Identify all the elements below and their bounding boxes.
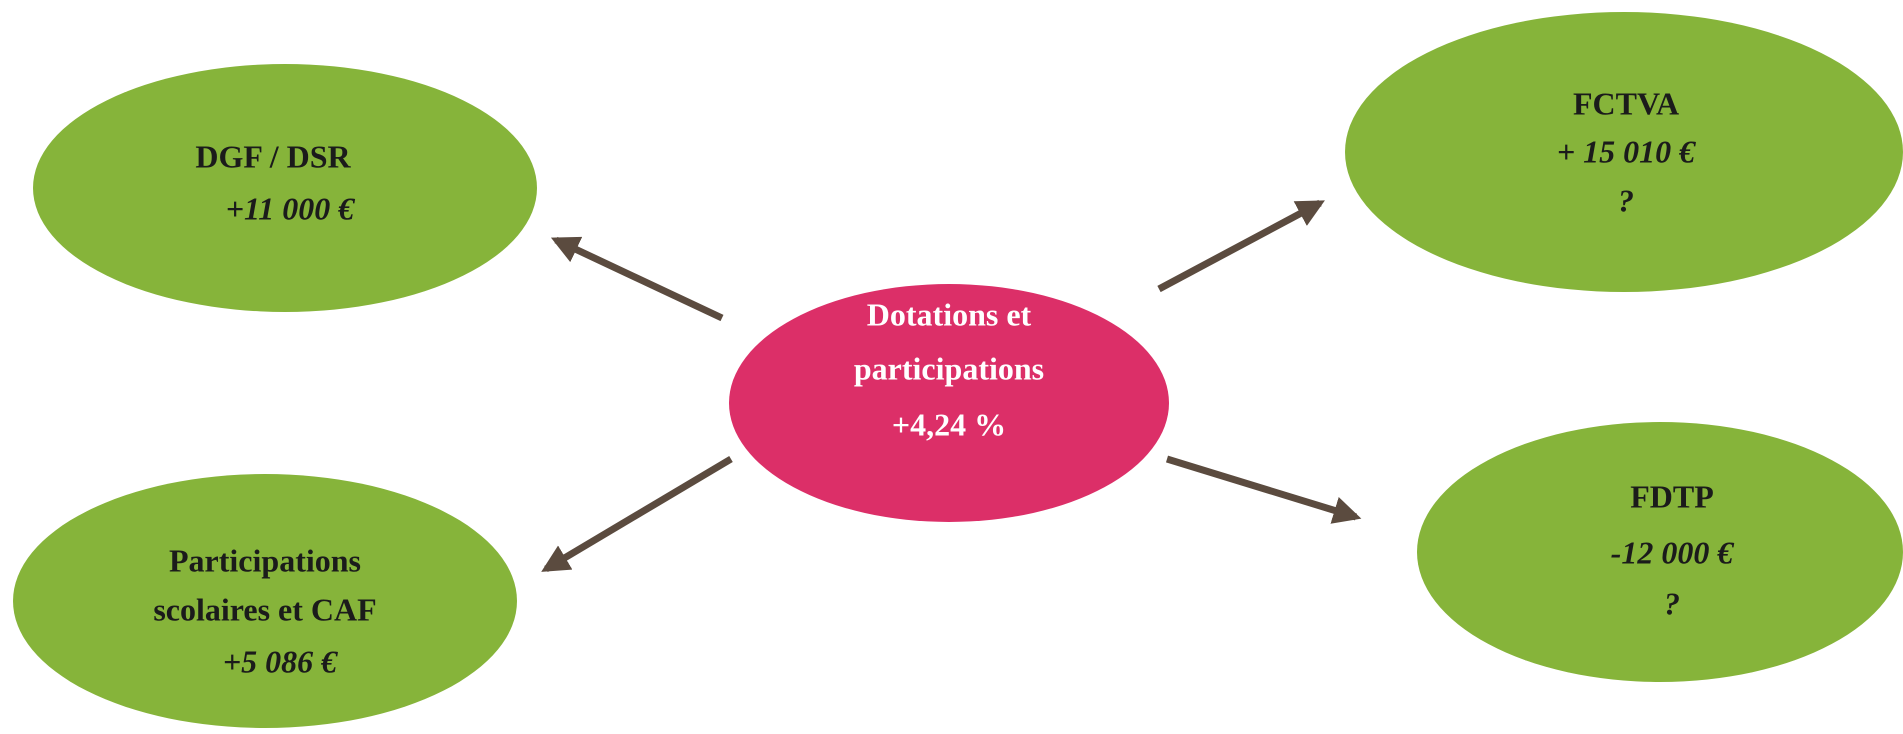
node-title: FDTP: [1630, 478, 1714, 514]
arrow: [1165, 455, 1362, 524]
node-note: ?: [1618, 182, 1634, 218]
node-note: ?: [1664, 585, 1680, 621]
arrow: [1157, 199, 1325, 293]
node-title: scolaires et CAF: [153, 591, 376, 627]
center-ellipse: [729, 284, 1169, 522]
node-title: Participations: [169, 542, 361, 578]
arrow: [541, 455, 733, 573]
node-ellipse: [33, 64, 537, 312]
node-title: FCTVA: [1573, 85, 1679, 121]
center-label: +4,24 %: [892, 406, 1006, 442]
node-value: +11 000 €: [226, 190, 355, 226]
node-title: DGF / DSR: [195, 138, 351, 174]
node-ellipse: [1345, 12, 1903, 292]
node-value: + 15 010 €: [1557, 133, 1696, 169]
center-label: Dotations et: [867, 296, 1032, 332]
node-value: -12 000 €: [1611, 534, 1735, 570]
node-value: +5 086 €: [223, 643, 338, 679]
node-ellipse: [13, 474, 517, 728]
center-label: participations: [854, 350, 1044, 386]
node-ellipse: [1417, 422, 1903, 682]
arrow: [550, 236, 724, 322]
